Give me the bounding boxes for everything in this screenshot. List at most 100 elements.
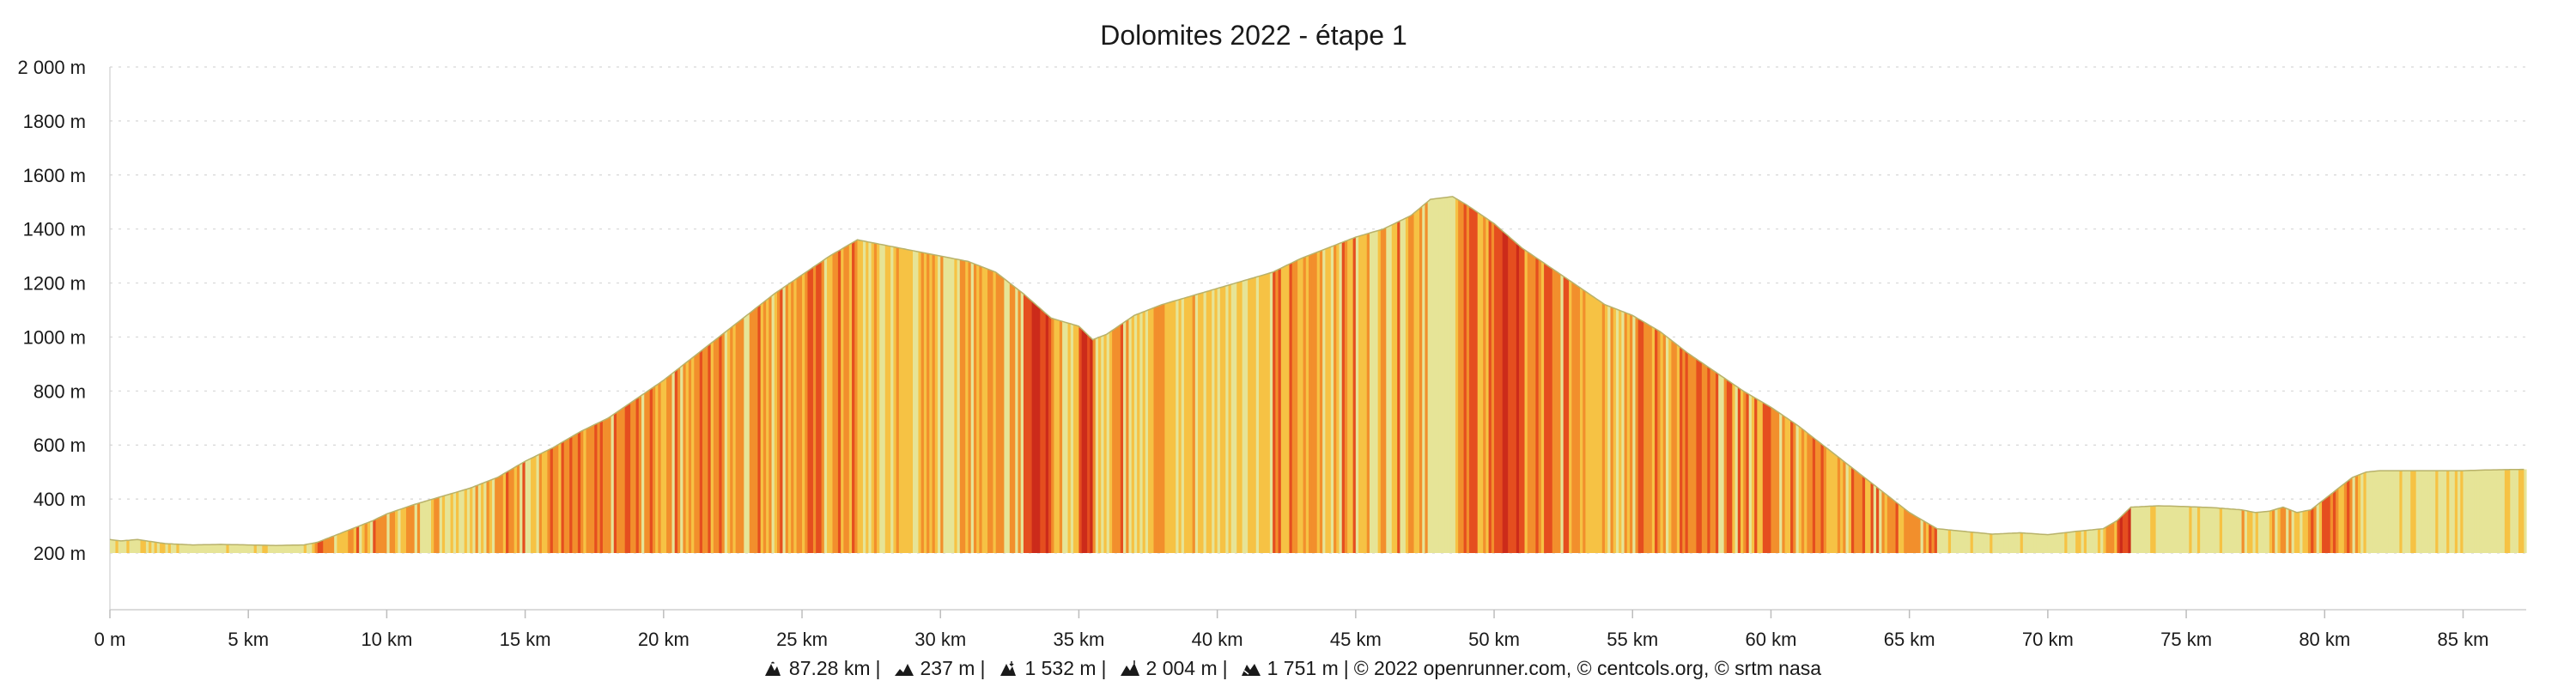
slope-band [234, 544, 238, 553]
y-tick-label: 800 m [33, 380, 86, 402]
slope-band [162, 543, 167, 553]
elevation-profile-line [109, 196, 2524, 546]
slope-band [2130, 507, 2135, 553]
slope-band [502, 472, 507, 553]
slope-band [314, 542, 319, 553]
slope-band [1590, 295, 1595, 553]
slope-band [1228, 284, 1232, 553]
slope-band [1665, 336, 1669, 553]
slope-band [2108, 524, 2112, 553]
slope-band [176, 544, 180, 553]
slope-band [1632, 315, 1637, 553]
slope-band [2300, 511, 2304, 553]
slope-band [2438, 471, 2442, 553]
slope-band [1139, 312, 1144, 553]
slope-band [2194, 507, 2198, 553]
slope-band [1690, 355, 1694, 553]
slope-band [472, 486, 477, 553]
slope-band [2330, 492, 2334, 553]
slope-band [1560, 274, 1564, 553]
slope-band [655, 384, 659, 553]
slope-band [1311, 252, 1315, 553]
slope-band [364, 522, 368, 553]
slope-band [2388, 471, 2392, 553]
slope-band [730, 325, 734, 553]
slope-band [1544, 263, 1547, 553]
slope-band [1485, 217, 1490, 553]
slope-band [674, 369, 678, 553]
slope-band [1109, 330, 1113, 553]
slope-band [1336, 243, 1340, 553]
slope-band [940, 256, 945, 553]
slope-band [771, 294, 775, 553]
slope-band [2510, 469, 2514, 553]
slope-band [2122, 512, 2126, 553]
slope-band [2239, 509, 2243, 553]
slope-band [1176, 300, 1180, 553]
separator: | [1222, 656, 1228, 679]
slope-band [1890, 497, 1893, 553]
slope-band [1917, 517, 1922, 553]
slope-band [732, 324, 737, 553]
slope-band [2158, 505, 2162, 553]
slope-band [355, 526, 360, 553]
slope-band [710, 341, 714, 553]
slope-band [206, 544, 210, 553]
slope-band [2377, 471, 2381, 553]
slope-band [984, 267, 988, 553]
slope-band [1023, 294, 1027, 553]
slope-band [2360, 472, 2365, 553]
slope-band [774, 291, 778, 553]
slope-band [2512, 469, 2517, 553]
slope-band [2053, 533, 2057, 553]
slope-band [2435, 471, 2439, 553]
slope-band [190, 544, 194, 553]
slope-band [1865, 477, 1868, 553]
slope-band [1953, 530, 1958, 553]
slope-band [1273, 271, 1276, 553]
slope-band [481, 483, 484, 553]
slope-band [425, 500, 429, 553]
slope-band [2501, 469, 2506, 553]
slope-band [378, 516, 382, 553]
slope-band [1153, 307, 1157, 553]
slope-band [2111, 522, 2115, 553]
slope-band [1619, 310, 1622, 553]
slope-band [1430, 198, 1434, 553]
slope-band [1078, 325, 1083, 553]
slope-band [791, 280, 794, 553]
slope-band [666, 375, 670, 553]
slope-band [348, 529, 352, 553]
slope-band [705, 345, 709, 553]
slope-band [1469, 206, 1473, 553]
slope-band [323, 538, 327, 553]
slope-band [957, 258, 961, 553]
slope-band [2316, 503, 2320, 553]
slope-band [1868, 480, 1872, 553]
slope-band [506, 471, 509, 553]
slope-band [140, 539, 144, 553]
slope-band [1239, 281, 1243, 553]
slope-band [1635, 317, 1639, 553]
slope-band [1610, 307, 1614, 553]
slope-band [586, 427, 590, 553]
slope-band [289, 544, 294, 553]
slope-band [1366, 233, 1370, 553]
slope-band [1305, 255, 1309, 553]
slope-band [306, 544, 310, 553]
slope-band [149, 541, 152, 553]
slope-band [242, 544, 246, 553]
slope-band [533, 455, 538, 553]
slope-band [2499, 469, 2503, 553]
slope-band [669, 374, 673, 553]
slope-band [436, 496, 440, 553]
slope-band [630, 400, 634, 553]
slope-band [1945, 529, 1949, 553]
slope-band [719, 334, 723, 553]
y-tick-label: 400 m [33, 489, 86, 510]
slope-band [2385, 471, 2390, 553]
slope-band [2275, 508, 2279, 553]
slope-band [920, 252, 925, 553]
slope-band [453, 492, 457, 553]
elevation-loss-icon [1000, 661, 1017, 676]
